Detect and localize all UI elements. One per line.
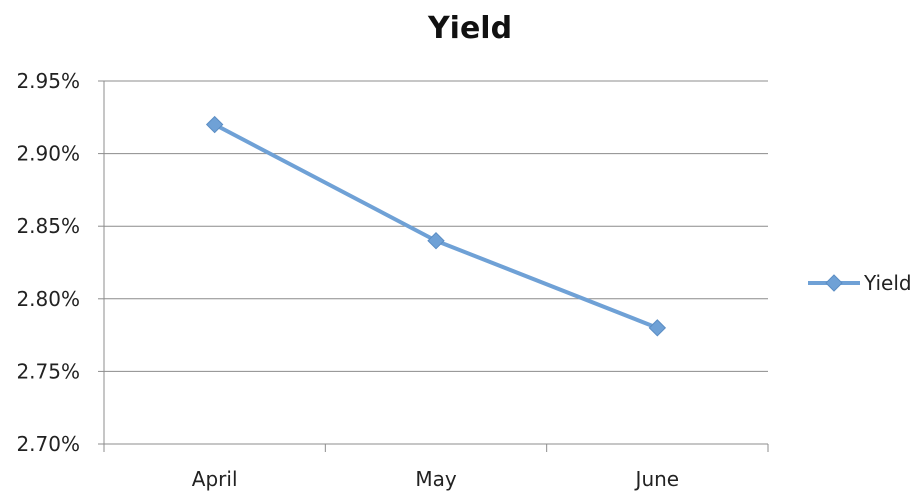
gridlines bbox=[104, 80, 768, 372]
x-tick-label: April bbox=[192, 467, 238, 491]
y-tick-labels: 2.70% 2.75% 2.80% 2.85% 2.90% 2.95% bbox=[16, 69, 80, 456]
y-tick-label: 2.85% bbox=[16, 214, 80, 238]
x-tick-label: June bbox=[634, 467, 680, 491]
x-tick-labels: April May June bbox=[192, 467, 679, 491]
data-point-marker bbox=[648, 319, 667, 337]
legend-label: Yield bbox=[863, 271, 912, 295]
legend: Yield bbox=[808, 271, 912, 295]
data-point-marker bbox=[427, 232, 445, 250]
x-tick-label: May bbox=[415, 467, 457, 491]
y-tick-label: 2.95% bbox=[16, 69, 80, 93]
legend-marker bbox=[825, 274, 843, 292]
chart-title: Yield bbox=[427, 11, 512, 46]
y-tick-label: 2.70% bbox=[16, 432, 80, 456]
y-tick-label: 2.90% bbox=[16, 142, 80, 166]
data-point-marker bbox=[205, 115, 224, 134]
y-tick-label: 2.75% bbox=[16, 359, 80, 383]
axes bbox=[98, 80, 769, 452]
y-tick-label: 2.80% bbox=[16, 287, 80, 311]
series-lines bbox=[205, 115, 667, 337]
